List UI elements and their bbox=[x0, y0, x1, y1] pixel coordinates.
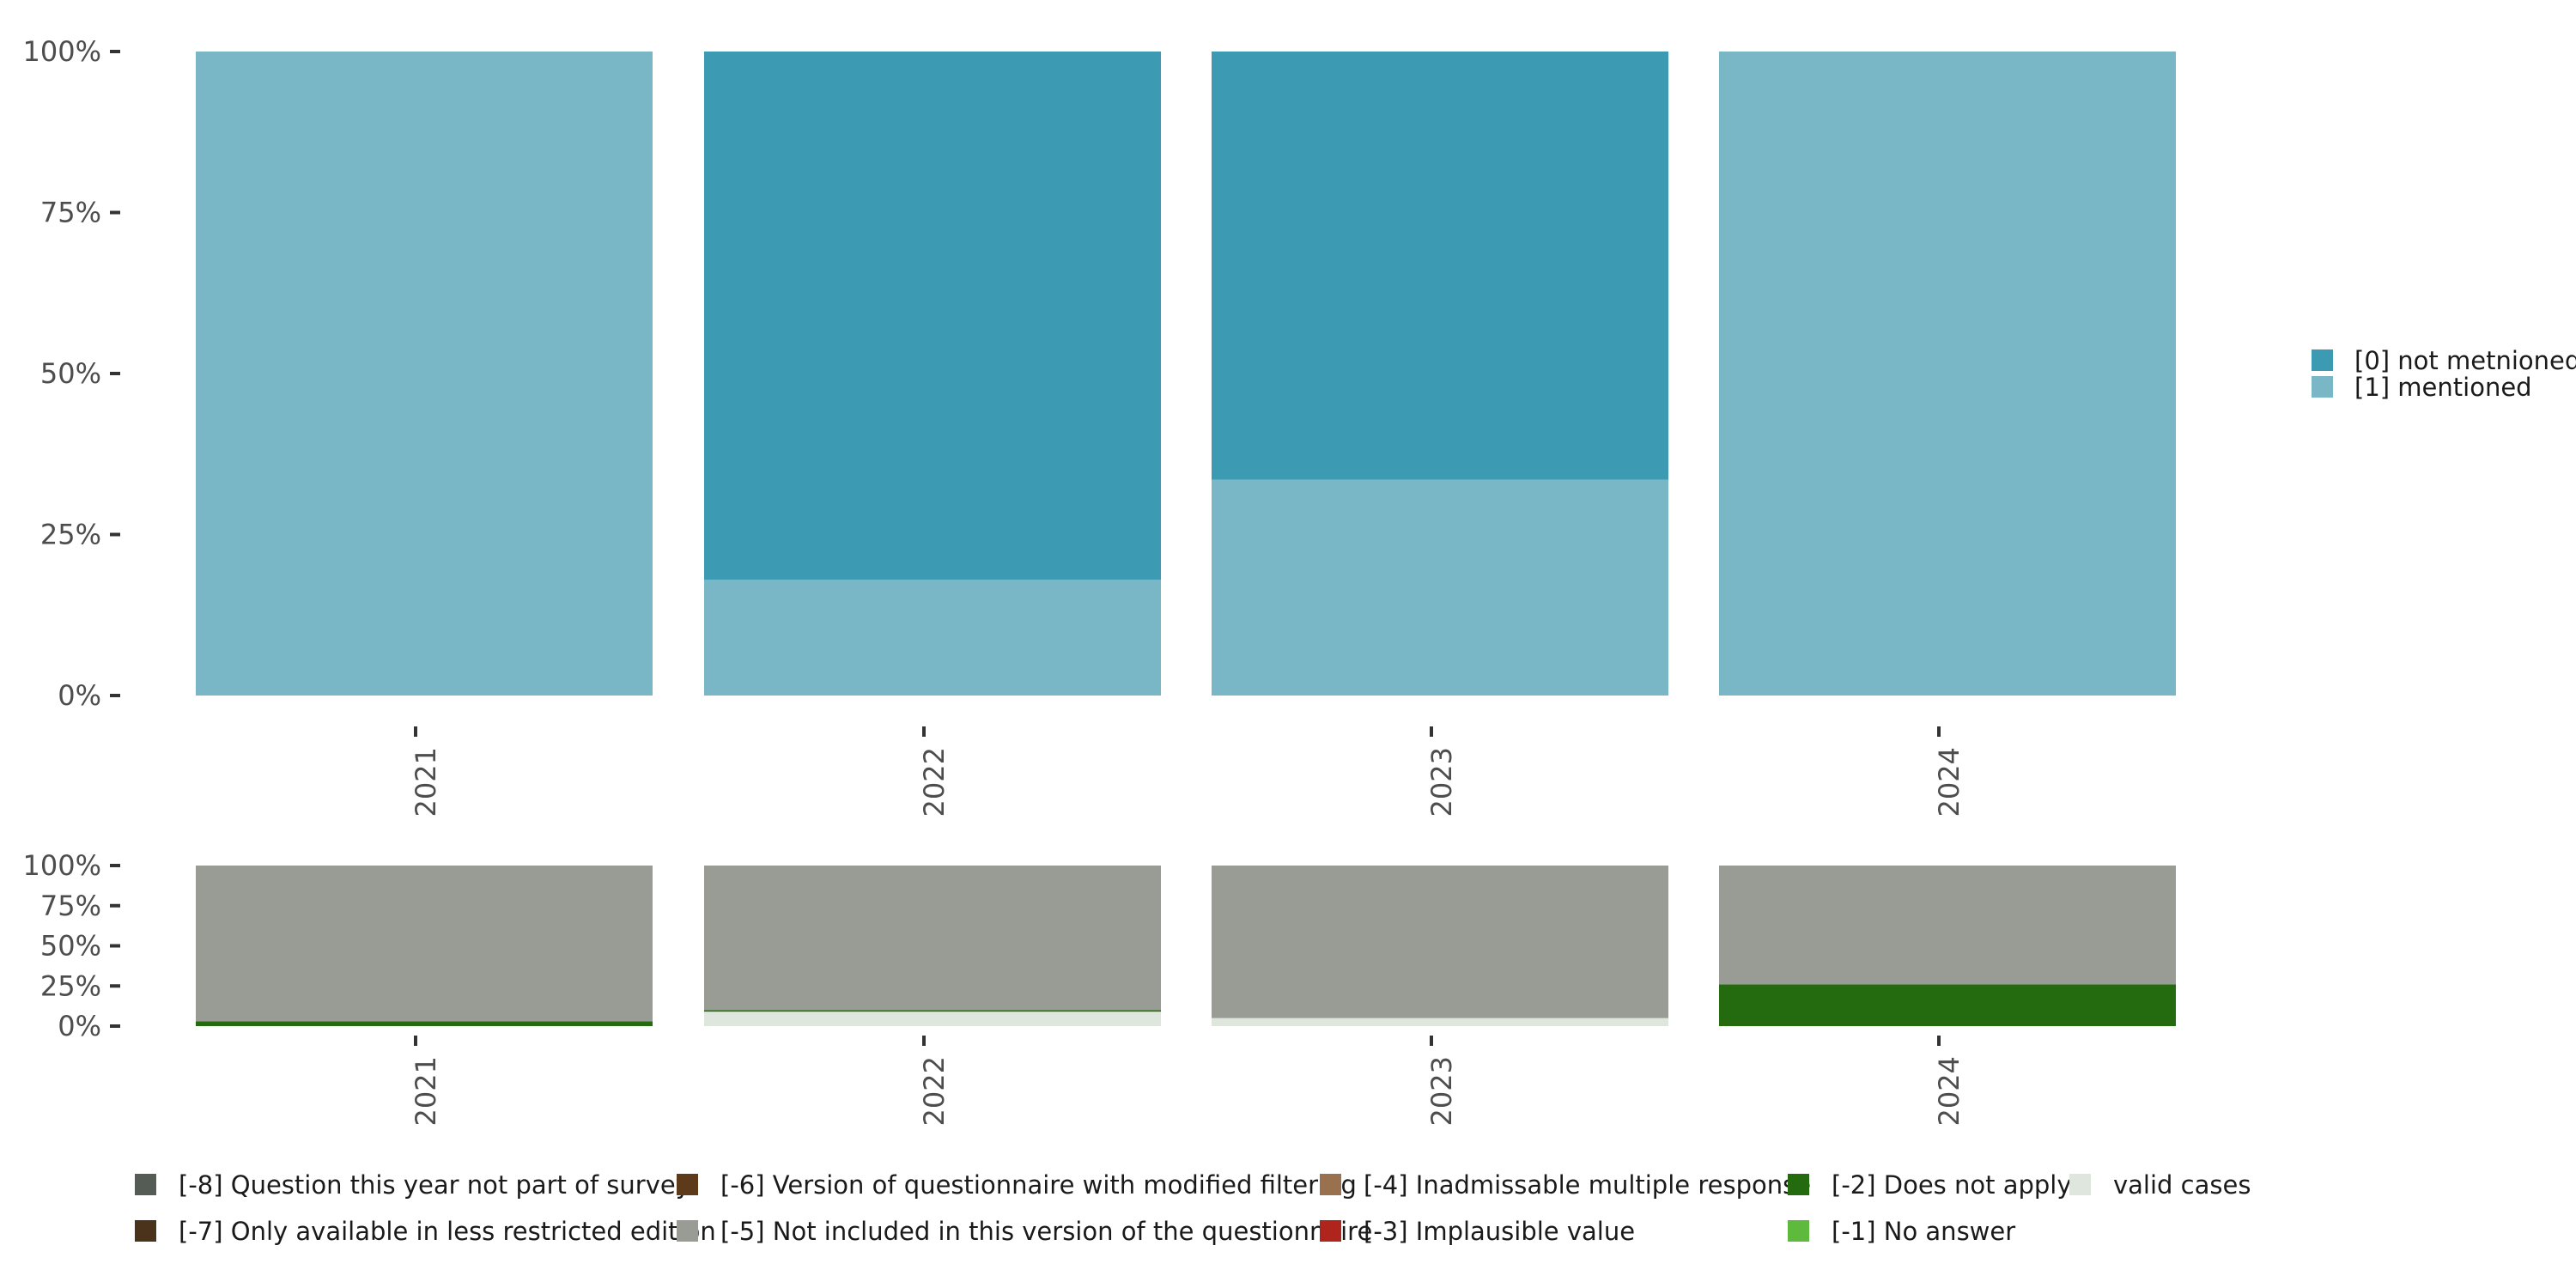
top-bar-2023-segment bbox=[1212, 479, 1668, 696]
bottom-legend-label: [-1] No answer bbox=[1832, 1217, 2015, 1246]
bottom-legend-label: [-4] Inadmissable multiple response bbox=[1364, 1170, 1811, 1200]
bottom-legend-swatch bbox=[1320, 1174, 1341, 1195]
right-legend-label: [1] mentioned bbox=[2354, 373, 2532, 402]
bottom-y-tick-label: 0% bbox=[58, 1010, 101, 1042]
top-x-tick-label: 2021 bbox=[410, 747, 442, 817]
bottom-legend-label: [-5] Not included in this version of the… bbox=[720, 1217, 1372, 1246]
bottom-legend-label: [-7] Only available in less restricted e… bbox=[179, 1217, 716, 1246]
bottom-bar-2024-segment bbox=[1719, 866, 2176, 985]
right-legend-label: [0] not metnioned bbox=[2354, 346, 2576, 375]
right-legend: [0] not metnioned[1] mentioned bbox=[2312, 346, 2576, 402]
bottom-legend-swatch bbox=[677, 1220, 698, 1242]
bottom-bar-2022-segment bbox=[704, 1010, 1161, 1012]
bottom-y-tick-label: 100% bbox=[23, 849, 101, 882]
bottom-legend-swatch bbox=[2069, 1174, 2091, 1195]
top-y-tick-label: 0% bbox=[58, 679, 101, 712]
bottom-legend-label: [-6] Version of questionnaire with modif… bbox=[720, 1170, 1357, 1200]
top-bar-2021-segment bbox=[196, 52, 653, 696]
bottom-legend-label: [-2] Does not apply bbox=[1832, 1170, 2072, 1200]
bottom-panel: 0% 25% 50% 75% 100% 2021 2022 2023 2024 bbox=[23, 849, 2176, 1126]
bottom-legend-swatch bbox=[135, 1174, 156, 1195]
bottom-x-tick-label: 2024 bbox=[1933, 1056, 1965, 1126]
bottom-legend-swatch bbox=[1788, 1220, 1809, 1242]
bottom-legend-label: valid cases bbox=[2113, 1170, 2251, 1200]
bottom-bar-2023-segment bbox=[1212, 1018, 1668, 1026]
top-bar-2022-segment bbox=[704, 52, 1161, 580]
top-y-tick-label: 100% bbox=[23, 35, 101, 68]
bottom-legend-swatch bbox=[135, 1220, 156, 1242]
bottom-legend-swatch bbox=[677, 1174, 698, 1195]
top-y-tick-label: 75% bbox=[40, 197, 101, 229]
top-bar-2022-segment bbox=[704, 580, 1161, 696]
right-legend-swatch bbox=[2312, 376, 2333, 398]
bottom-bar-2022-segment bbox=[704, 1012, 1161, 1026]
bottom-bar-2024-segment bbox=[1719, 984, 2176, 1026]
right-legend-swatch bbox=[2312, 349, 2333, 371]
bottom-legend-label: [-3] Implausible value bbox=[1364, 1217, 1635, 1246]
bottom-legend-label: [-8] Question this year not part of surv… bbox=[179, 1170, 690, 1200]
bottom-bar-2022-segment bbox=[704, 866, 1161, 1011]
top-panel: 0% 25% 50% 75% 100% 2021 2022 2023 2024 bbox=[23, 35, 2176, 817]
top-bar-2024-segment bbox=[1719, 52, 2176, 696]
bottom-bar-2021-segment bbox=[196, 1021, 653, 1026]
bottom-x-tick-label: 2023 bbox=[1425, 1056, 1458, 1126]
top-y-tick-label: 25% bbox=[40, 519, 101, 551]
bottom-bar-2021-segment bbox=[196, 866, 653, 1022]
bottom-y-tick-label: 25% bbox=[40, 969, 101, 1002]
top-y-tick-label: 50% bbox=[40, 357, 101, 390]
top-x-tick-label: 2023 bbox=[1425, 747, 1458, 817]
top-bar-2023-segment bbox=[1212, 52, 1668, 480]
top-x-tick-label: 2024 bbox=[1933, 747, 1965, 817]
bottom-legend-swatch bbox=[1320, 1220, 1341, 1242]
bottom-x-tick-label: 2021 bbox=[410, 1056, 442, 1126]
bottom-legend-swatch bbox=[1788, 1174, 1809, 1195]
bottom-y-tick-label: 50% bbox=[40, 930, 101, 963]
bottom-legend: [-8] Question this year not part of surv… bbox=[135, 1170, 2251, 1246]
bottom-bar-2023-segment bbox=[1212, 866, 1668, 1018]
bottom-y-tick-label: 75% bbox=[40, 890, 101, 922]
top-x-tick-label: 2022 bbox=[918, 747, 951, 817]
bottom-x-tick-label: 2022 bbox=[918, 1056, 951, 1126]
